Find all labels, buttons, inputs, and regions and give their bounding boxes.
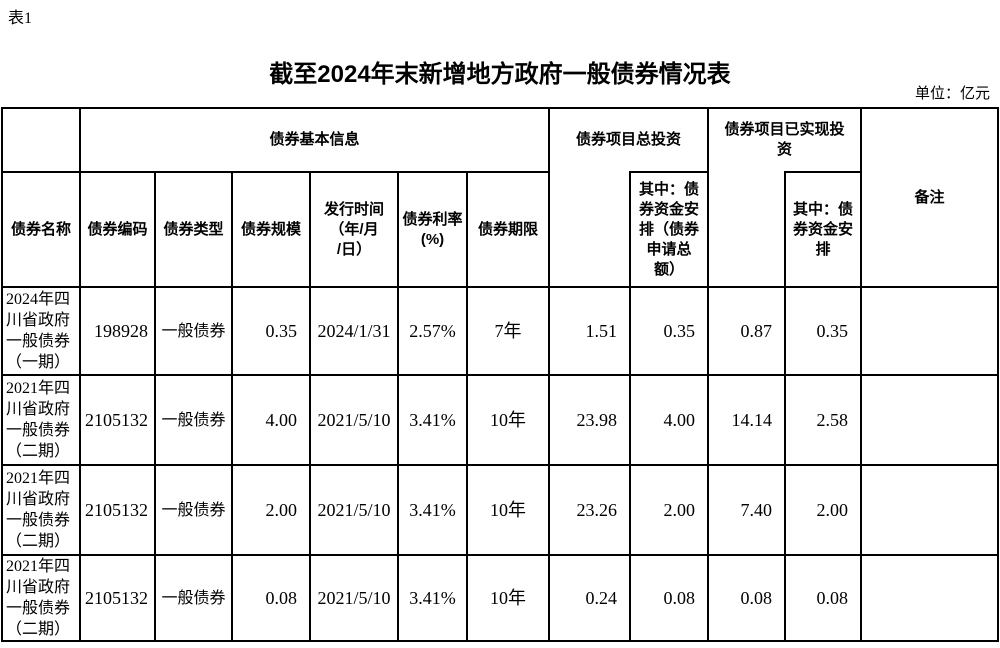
header-bond-code: 债券编码 [79, 171, 156, 288]
bond-code-cell: 2105132 [79, 464, 156, 556]
issue-date-cell: 2021/5/10 [309, 374, 399, 466]
remarks-cell [860, 464, 1000, 556]
total-bond-arrangement-cell: 0.08 [629, 554, 710, 642]
bond-name-cell: 2021年四川省政府一般债券（二期） [1, 554, 81, 642]
bond-scale-cell: 2.00 [231, 464, 311, 556]
unit-label: 单位：亿元 [914, 86, 990, 102]
header-total-investment-empty-cell [548, 172, 632, 288]
bond-type-cell: 一般债券 [154, 374, 233, 466]
interest-rate-cell: 2.57% [397, 286, 468, 376]
header-bond-name: 债券名称 [1, 171, 81, 288]
realized-investment-cell: 14.14 [707, 374, 787, 466]
bond-code-cell: 2105132 [79, 554, 156, 642]
bond-term-cell: 10年 [465, 554, 551, 642]
table-number-label: 表1 [8, 10, 33, 27]
header-remarks: 备注 [860, 107, 1000, 288]
header-realized-investment-empty-cell [707, 172, 787, 288]
issue-date-cell: 2021/5/10 [309, 464, 399, 556]
table-header: 债券基本信息 债券项目总投资 债券项目已实现投 资 备注 债券名称 债券编码 债… [1, 107, 1000, 288]
total-investment-cell: 23.26 [548, 464, 632, 556]
table-row: 2021年四川省政府一般债券（二期） 2105132 一般债券 2.00 202… [1, 464, 1000, 556]
header-basic-info-group: 债券基本信息 [78, 107, 551, 173]
header-row-columns: 债券名称 债券编码 债券类型 债券规模 发行时间 （年/月 /日） 债券利率 (… [1, 171, 998, 288]
bond-scale-cell: 0.35 [231, 286, 311, 376]
header-total-investment-group: 债券项目总投资 [548, 107, 710, 172]
header-corner-empty-cell [1, 107, 81, 173]
bond-term-cell: 10年 [465, 374, 551, 466]
remarks-cell [860, 374, 1000, 466]
total-investment-cell: 1.51 [548, 286, 632, 376]
bond-code-cell: 2105132 [79, 374, 156, 466]
realized-bond-arrangement-cell: 2.58 [784, 374, 863, 466]
bond-type-cell: 一般债券 [154, 554, 233, 642]
bond-name-cell: 2024年四川省政府一般债券（一期） [1, 286, 81, 376]
realized-bond-arrangement-cell: 0.35 [784, 286, 863, 376]
header-issue-date: 发行时间 （年/月 /日） [309, 171, 399, 288]
table-body: 2024年四川省政府一般债券（一期） 198928 一般债券 0.35 2024… [1, 286, 1000, 642]
header-bond-scale: 债券规模 [231, 171, 311, 288]
bond-type-cell: 一般债券 [154, 286, 233, 376]
header-bond-type: 债券类型 [154, 171, 233, 288]
bond-code-cell: 198928 [79, 286, 156, 376]
issue-date-cell: 2024/1/31 [309, 286, 399, 376]
header-row-groups: 债券基本信息 债券项目总投资 债券项目已实现投 资 备注 [1, 107, 1000, 288]
page-title: 截至2024年末新增地方政府一般债券情况表 [269, 61, 731, 88]
bond-scale-cell: 4.00 [231, 374, 311, 466]
bond-scale-cell: 0.08 [231, 554, 311, 642]
table-row: 2024年四川省政府一般债券（一期） 198928 一般债券 0.35 2024… [1, 286, 1000, 376]
total-bond-arrangement-cell: 4.00 [629, 374, 710, 466]
realized-investment-cell: 7.40 [707, 464, 787, 556]
issue-date-cell: 2021/5/10 [309, 554, 399, 642]
total-investment-cell: 0.24 [548, 554, 632, 642]
realized-investment-cell: 0.08 [707, 554, 787, 642]
realized-bond-arrangement-cell: 2.00 [784, 464, 863, 556]
header-realized-of-which: 其中：债 券资金安 排 [784, 171, 863, 288]
realized-investment-cell: 0.87 [707, 286, 787, 376]
bond-name-cell: 2021年四川省政府一般债券（二期） [1, 374, 81, 466]
remarks-cell [860, 554, 1000, 642]
bond-term-cell: 7年 [465, 286, 551, 376]
header-bond-term: 债券期限 [465, 171, 551, 288]
header-interest-rate: 债券利率 (%) [397, 171, 468, 288]
bonds-table: 债券基本信息 债券项目总投资 债券项目已实现投 资 备注 债券名称 债券编码 债… [1, 107, 1000, 642]
interest-rate-cell: 3.41% [397, 554, 468, 642]
header-total-of-which: 其中：债 券资金安 排（债券 申请总 额） [629, 171, 710, 288]
bond-term-cell: 10年 [465, 464, 551, 556]
total-bond-arrangement-cell: 2.00 [629, 464, 710, 556]
interest-rate-cell: 3.41% [397, 374, 468, 466]
header-realized-investment-group: 债券项目已实现投 资 [707, 107, 863, 172]
total-investment-cell: 23.98 [548, 374, 632, 466]
total-bond-arrangement-cell: 0.35 [629, 286, 710, 376]
bond-type-cell: 一般债券 [154, 464, 233, 556]
interest-rate-cell: 3.41% [397, 464, 468, 556]
table-row: 2021年四川省政府一般债券（二期） 2105132 一般债券 4.00 202… [1, 374, 1000, 466]
table-row: 2021年四川省政府一般债券（二期） 2105132 一般债券 0.08 202… [1, 554, 1000, 642]
bond-name-cell: 2021年四川省政府一般债券（二期） [1, 464, 81, 556]
remarks-cell [860, 286, 1000, 376]
realized-bond-arrangement-cell: 0.08 [784, 554, 863, 642]
